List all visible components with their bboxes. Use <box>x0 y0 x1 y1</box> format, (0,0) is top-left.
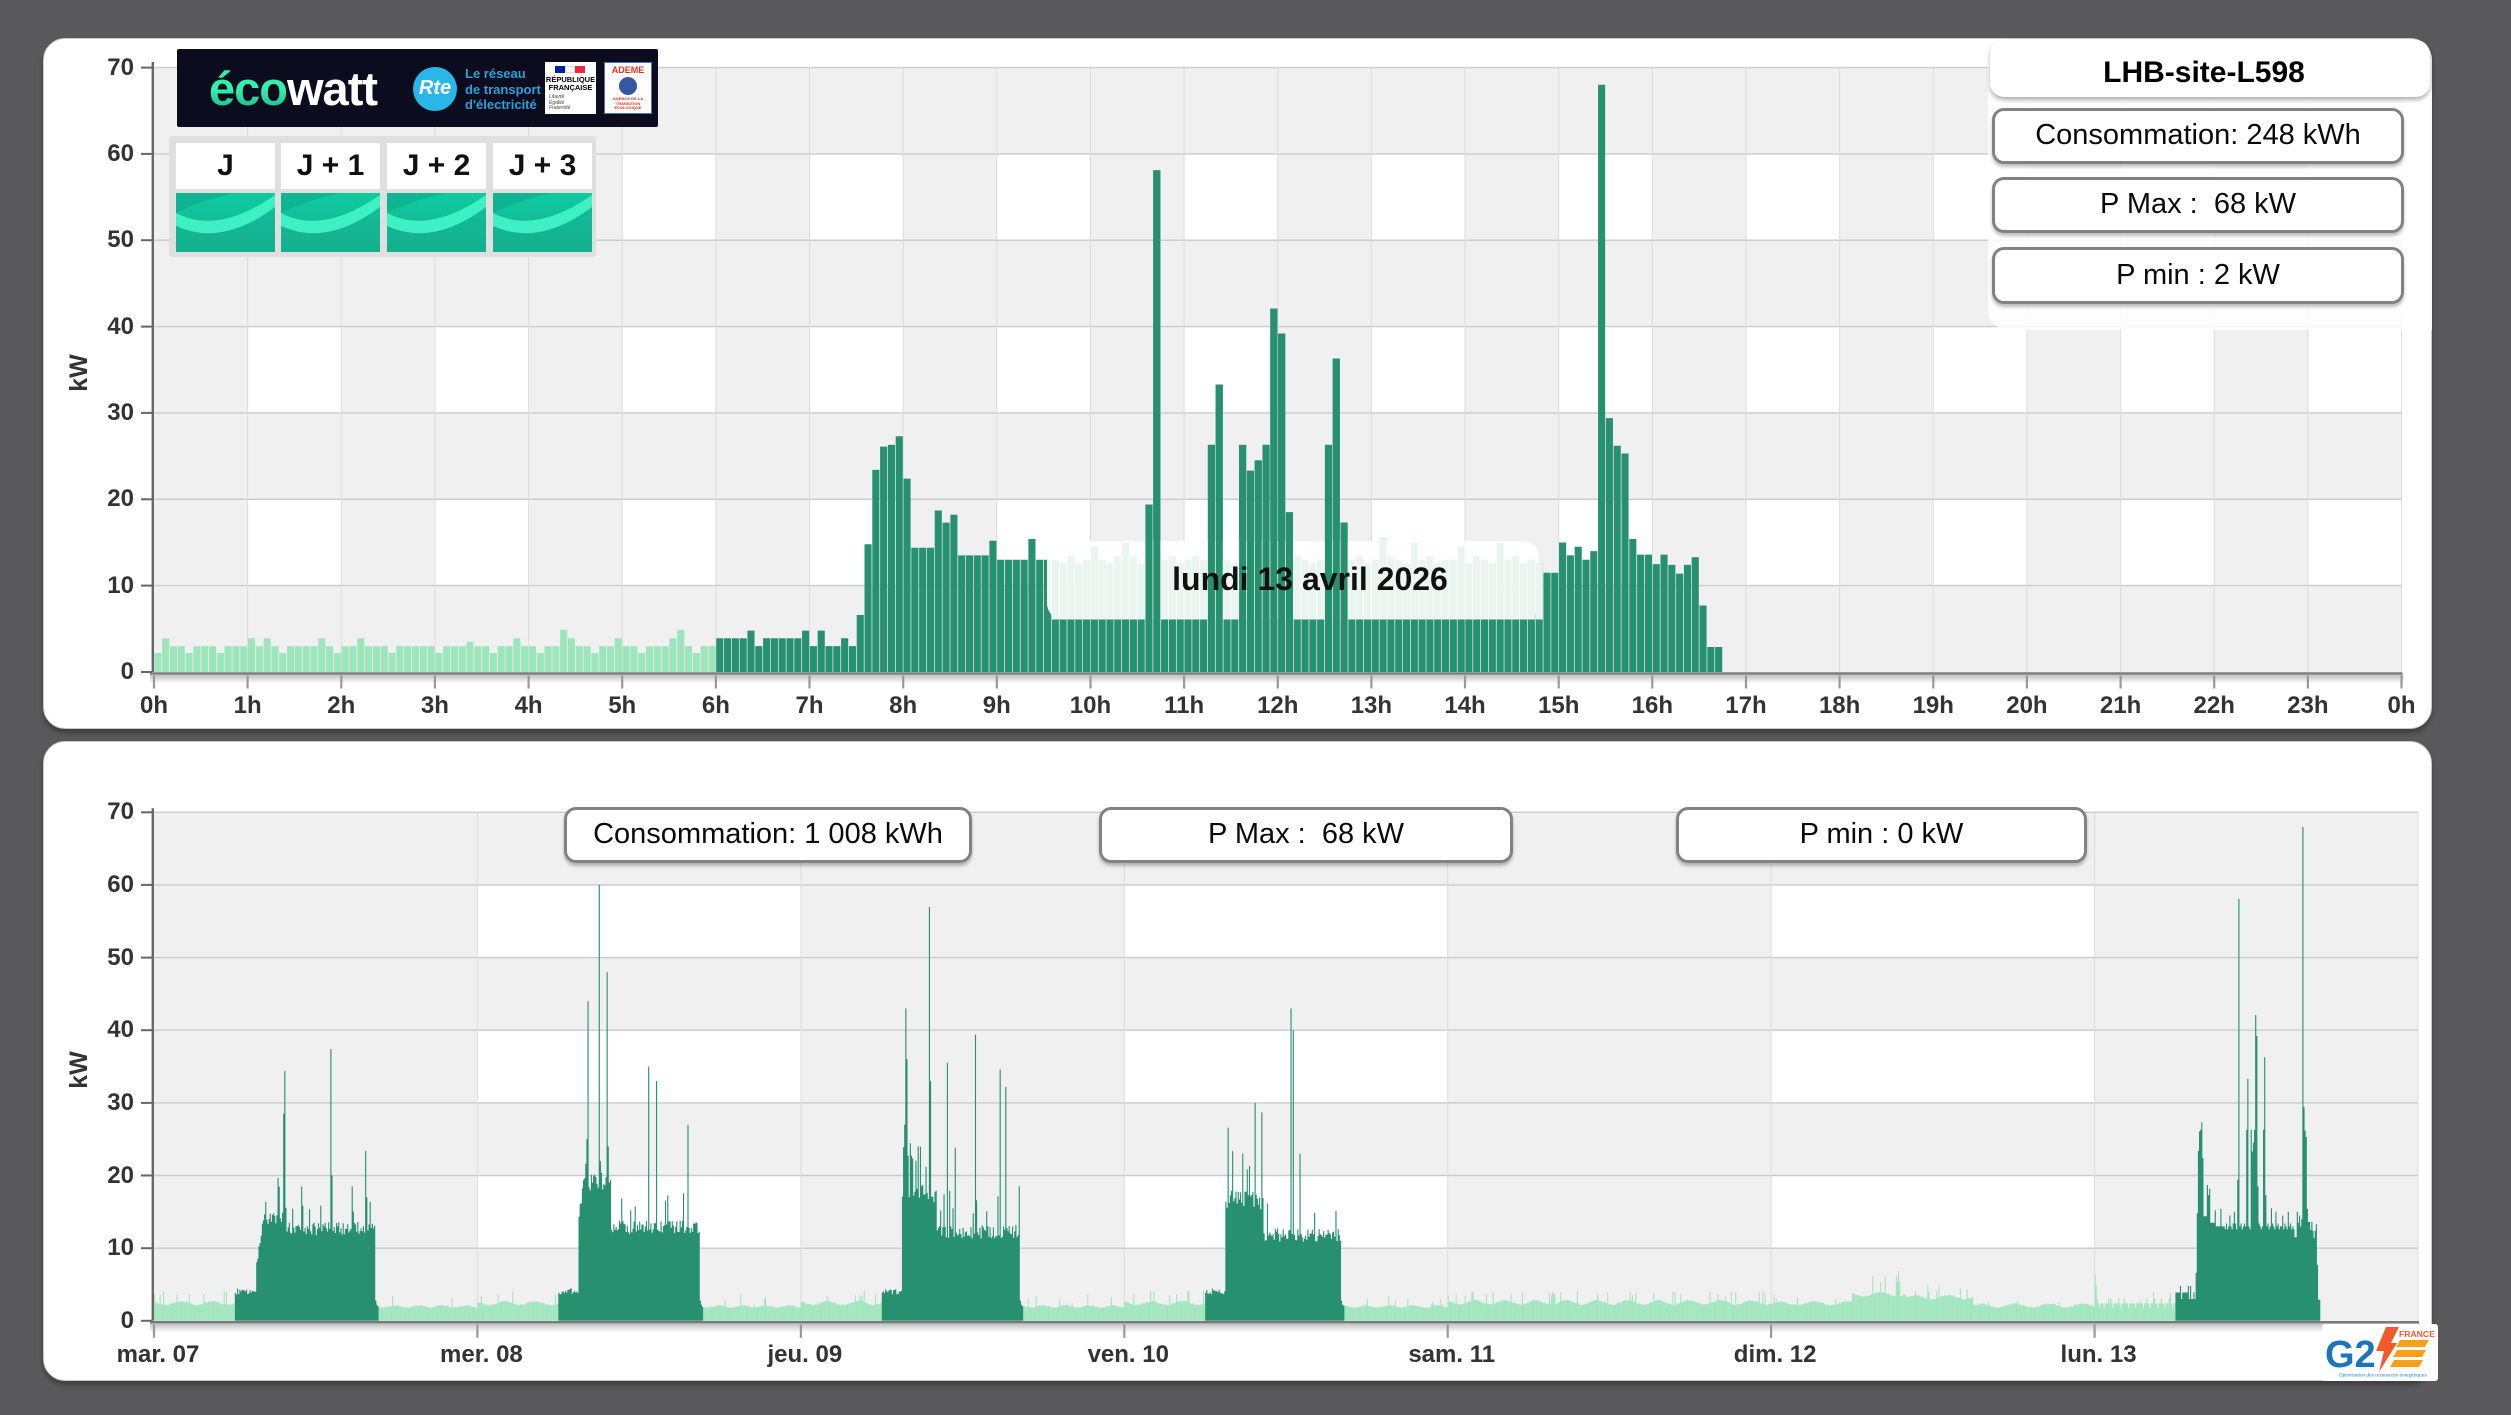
svg-text:Optimisation des ressources én: Optimisation des ressources énergétiques <box>2339 1373 2427 1378</box>
svg-text:G2: G2 <box>2325 1334 2376 1376</box>
svg-text:FRANCE: FRANCE <box>2399 1329 2435 1339</box>
